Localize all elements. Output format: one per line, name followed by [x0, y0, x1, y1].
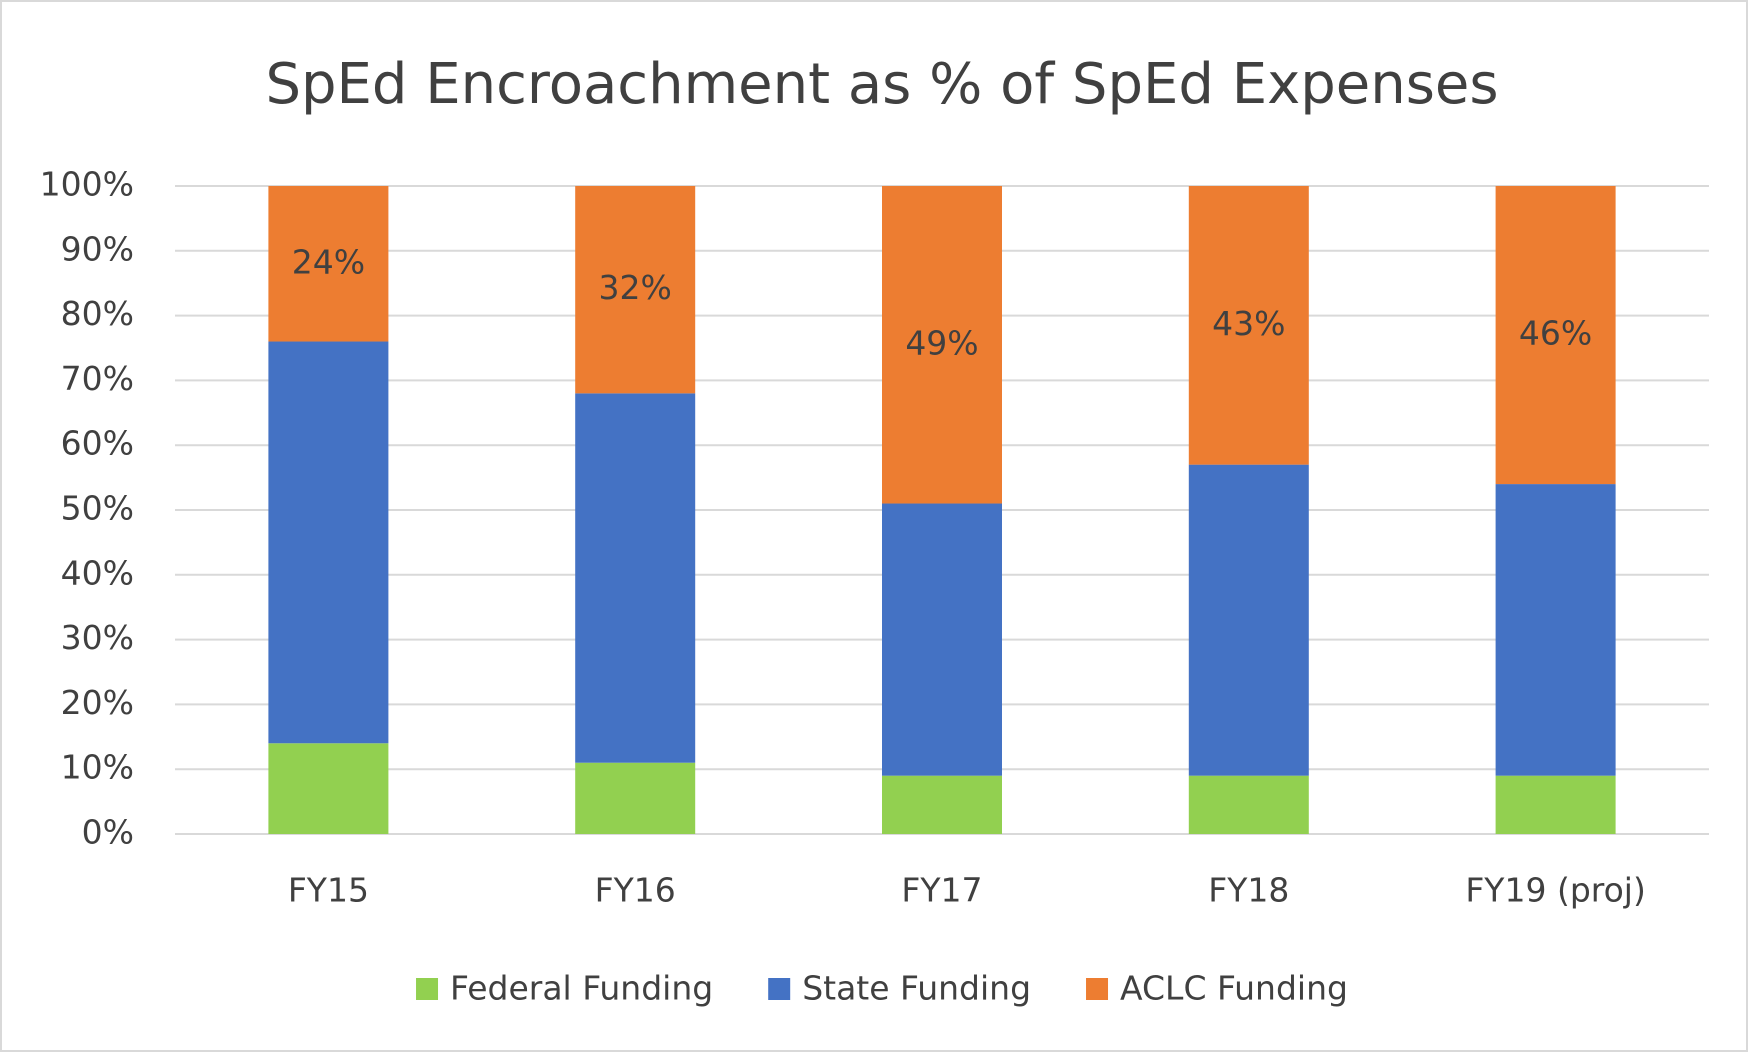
- x-tick-label: FY18: [1208, 871, 1289, 910]
- y-tick-label: 80%: [61, 294, 134, 333]
- data-label: 43%: [1212, 304, 1285, 343]
- bar-segment: [882, 503, 1002, 776]
- bar-segment: [882, 775, 1002, 834]
- legend-swatch: [768, 978, 791, 1000]
- legend-label: ACLC Funding: [1120, 969, 1348, 1008]
- bar-segment: [575, 186, 696, 394]
- y-tick-label: 90%: [61, 229, 134, 268]
- bar-segment: [1495, 186, 1616, 485]
- bar-segment: [1495, 484, 1616, 776]
- bar-segment: [268, 743, 389, 834]
- x-tick-label: FY15: [288, 871, 369, 910]
- y-tick-label: 50%: [61, 489, 134, 528]
- bar-segment: [575, 393, 696, 763]
- y-tick-label: 40%: [61, 553, 134, 592]
- y-tick-label: 10%: [61, 748, 134, 787]
- legend-label: Federal Funding: [450, 969, 713, 1008]
- legend-swatch: [416, 978, 439, 1000]
- y-tick-label: 20%: [61, 683, 134, 722]
- bar-segment: [882, 186, 1002, 504]
- bar-segment: [268, 186, 389, 342]
- y-tick-label: 70%: [61, 359, 134, 398]
- legend-label: State Funding: [802, 969, 1031, 1008]
- data-label: 49%: [905, 323, 978, 362]
- x-tick-label: FY19 (proj): [1465, 871, 1646, 910]
- bar-segment: [575, 762, 696, 834]
- y-tick-label: 60%: [61, 424, 134, 463]
- data-label: 32%: [599, 268, 672, 307]
- data-label: 46%: [1519, 314, 1592, 353]
- bar-segment: [1188, 464, 1309, 776]
- bar-segment: [1188, 186, 1309, 465]
- bar-segment: [1188, 775, 1309, 834]
- bar-segment: [1495, 775, 1616, 834]
- y-tick-label: 100%: [40, 165, 134, 204]
- bar-segment: [268, 341, 389, 744]
- legend-swatch: [1086, 978, 1109, 1000]
- chart-title: SpEd Encroachment as % of SpEd Expenses: [265, 52, 1498, 117]
- y-tick-label: 0%: [82, 813, 134, 852]
- x-tick-label: FY17: [901, 871, 982, 910]
- x-tick-label: FY16: [595, 871, 676, 910]
- data-label: 24%: [292, 242, 365, 281]
- y-tick-label: 30%: [61, 618, 134, 657]
